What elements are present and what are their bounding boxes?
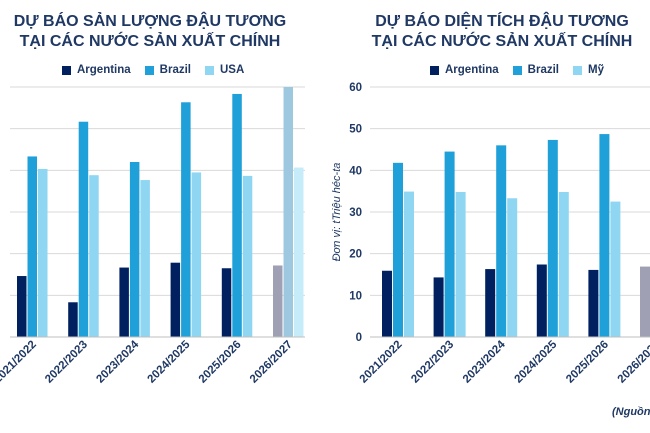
bar-usa-2021-2022 [38, 168, 48, 337]
bar-brazil-2026-2027 [283, 87, 293, 337]
bar-brazil-2023-2024 [129, 162, 140, 337]
bar-brazil-2022-2023 [78, 121, 89, 337]
bar-argentina-2026-2027 [273, 265, 283, 337]
legend-item-argentina: Argentina [430, 64, 499, 76]
legend-item-usa: USA [205, 64, 244, 76]
bar-m--2023-2024 [507, 198, 518, 337]
y-tick-label: 50 [349, 124, 362, 136]
left-chart-title-line2: TẠI CÁC NƯỚC SẢN XUẤT CHÍNH [19, 33, 281, 50]
x-tick-label: 2025/2026 [564, 339, 611, 386]
bar-m--2021-2022 [404, 191, 414, 337]
left-chart-title: DỰ BÁO SẢN LƯỢNG ĐẬU TƯƠNG TẠI CÁC NƯỚC … [0, 12, 300, 52]
x-tick-label: 2025/2026 [197, 339, 244, 386]
legend-label: USA [220, 64, 245, 76]
x-tick-label: 2024/2025 [146, 338, 193, 385]
bar-argentina-2022-2023 [433, 277, 444, 337]
x-tick-label: 2023/2024 [94, 338, 141, 385]
right-chart-title: DỰ BÁO DIỆN TÍCH ĐẬU TƯƠNG TẠI CÁC NƯỚC … [352, 12, 650, 52]
y-tick-label: 30 [349, 207, 362, 219]
bar-argentina-2022-2023 [68, 302, 78, 337]
legend-swatch [573, 65, 582, 75]
bar-brazil-2022-2023 [444, 151, 455, 337]
source-note: (Nguồn [612, 406, 650, 418]
legend-swatch [430, 65, 439, 75]
bar-usa-2024-2025 [191, 172, 202, 337]
bar-usa-2022-2023 [89, 175, 99, 337]
x-tick-label: 2022/2023 [43, 339, 90, 386]
bar-argentina-2026-2027 [640, 266, 650, 337]
bar-brazil-2021-2022 [393, 162, 403, 337]
bar-usa-2026-2027 [294, 167, 304, 337]
bar-usa-2025-2026 [242, 175, 253, 337]
bar-argentina-2023-2024 [485, 269, 496, 337]
x-tick-label: 2023/2024 [461, 338, 508, 385]
left-chart-legend: Argentina Brazil USA [62, 64, 258, 76]
legend-swatch [62, 65, 71, 75]
bar-m--2022-2023 [455, 192, 466, 337]
legend-swatch [144, 65, 154, 75]
legend-label: Argentina [445, 64, 499, 76]
legend-item-brazil: Brazil [512, 64, 559, 76]
left-chart-title-line1: DỰ BÁO SẢN LƯỢNG ĐẬU TƯƠNG [13, 13, 287, 30]
bar-argentina-2023-2024 [119, 267, 129, 337]
y-tick-label: 10 [349, 290, 362, 302]
x-tick-label: 2022/2023 [409, 339, 456, 386]
legend-item-my: Mỹ [573, 64, 604, 76]
bar-brazil-2025-2026 [232, 93, 242, 337]
y-tick-label: 40 [349, 165, 362, 177]
bar-m--2025-2026 [610, 201, 621, 337]
x-tick-label: 2026/2027 [616, 339, 650, 386]
legend-label: Argentina [77, 64, 131, 76]
bar-m--2024-2025 [558, 192, 569, 337]
bar-argentina-2025-2026 [588, 269, 599, 337]
legend-swatch [512, 65, 522, 75]
x-tick-label: 2021/2022 [0, 339, 39, 386]
bar-argentina-2021-2022 [382, 270, 392, 337]
right-chart-title-line2: TẠI CÁC NƯỚC SẢN XUẤT CHÍNH [371, 33, 633, 50]
y-tick-label: 0 [356, 332, 362, 344]
bar-argentina-2021-2022 [17, 276, 27, 337]
legend-item-brazil: Brazil [144, 64, 191, 76]
bar-brazil-2024-2025 [547, 139, 558, 337]
legend-item-argentina: Argentina [62, 64, 131, 76]
y-axis-label: Đơn vị: tTriệu héc-ta [331, 163, 343, 262]
x-tick-label: 2021/2022 [358, 339, 405, 386]
bar-brazil-2023-2024 [496, 145, 507, 337]
x-tick-label: 2024/2025 [512, 338, 559, 385]
legend-label: Brazil [527, 64, 559, 76]
bar-brazil-2025-2026 [599, 134, 610, 337]
bar-usa-2023-2024 [140, 180, 150, 337]
legend-swatch [205, 65, 214, 75]
bar-argentina-2024-2025 [170, 262, 181, 337]
bar-argentina-2024-2025 [536, 264, 547, 337]
legend-label: Brazil [159, 64, 191, 76]
right-chart-title-line1: DỰ BÁO DIỆN TÍCH ĐẬU TƯƠNG [375, 13, 629, 30]
right-chart-legend: Argentina Brazil Mỹ [430, 64, 618, 76]
y-tick-label: 60 [349, 82, 362, 94]
legend-label: Mỹ [588, 64, 604, 76]
bar-argentina-2025-2026 [221, 268, 232, 337]
x-tick-label: 2026/2027 [248, 339, 295, 386]
y-tick-label: 20 [349, 249, 362, 261]
bar-brazil-2024-2025 [181, 102, 191, 338]
bar-brazil-2021-2022 [27, 156, 37, 337]
